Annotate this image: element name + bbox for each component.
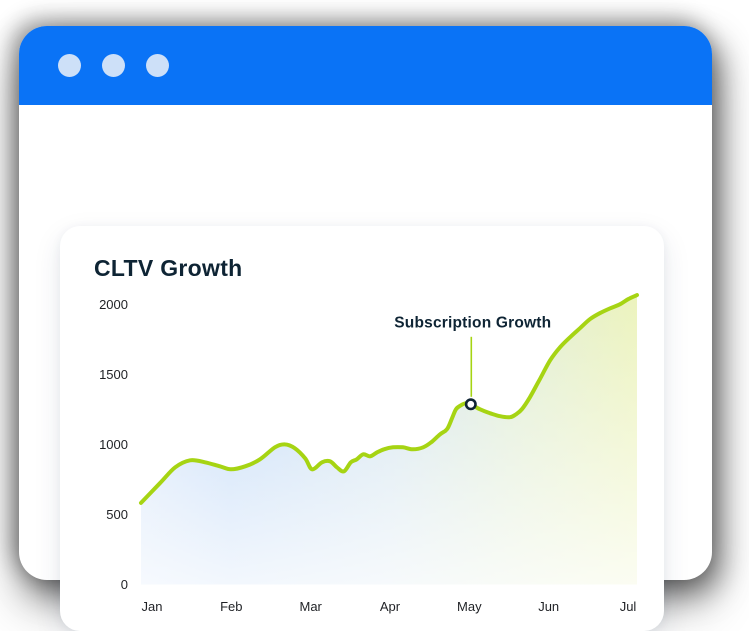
annotation-label: Subscription Growth [394,314,551,331]
x-axis-tick-label: Jul [620,599,637,614]
trend-line [139,293,639,505]
window-body: CLTV Growth [19,105,712,631]
x-axis-tick-label: May [457,599,482,614]
window-control-dot-3[interactable] [146,54,169,77]
x-axis-tick-label: Jun [538,599,559,614]
y-axis-tick-label: 1500 [99,367,128,382]
x-axis-tick-label: Apr [380,599,401,614]
window-titlebar [19,26,712,105]
y-axis-tick-label: 0 [121,577,128,592]
window-control-dot-2[interactable] [102,54,125,77]
area-fill-fade [141,295,637,585]
y-axis-tick-label: 2000 [99,297,128,312]
data-point-marker[interactable] [464,398,477,411]
chart-card: CLTV Growth [60,226,664,631]
x-axis-tick-label: Jan [142,599,163,614]
y-axis-tick-label: 1000 [99,437,128,452]
chart-title: CLTV Growth [94,255,243,281]
cltv-chart: 2000 1500 1000 500 0 Jan Feb Mar Apr May… [99,293,639,614]
y-axis-tick-label: 500 [106,507,128,522]
x-axis-tick-label: Mar [300,599,323,614]
x-axis-tick-label: Feb [220,599,242,614]
browser-window: CLTV Growth [19,26,712,631]
window-control-dot-1[interactable] [58,54,81,77]
